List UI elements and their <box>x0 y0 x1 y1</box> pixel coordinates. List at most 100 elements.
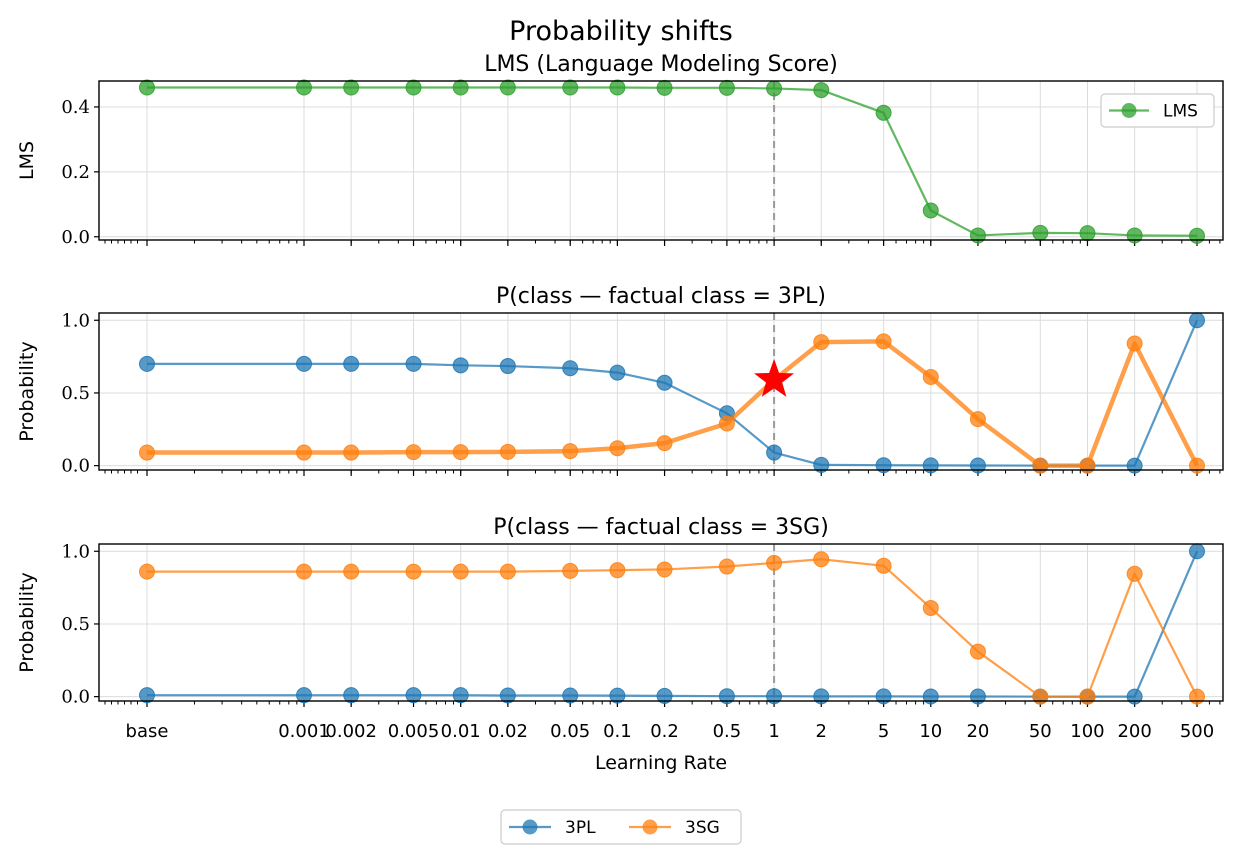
data-point-lms <box>452 79 469 96</box>
y-tick-label: 0.0 <box>61 227 90 248</box>
data-point-3pl <box>718 688 735 705</box>
y-axis-label: Probability <box>16 572 38 672</box>
data-point-3pl <box>139 687 155 704</box>
y-axis-label: LMS <box>16 141 38 180</box>
data-point-3sg <box>499 563 516 580</box>
data-point-3sg <box>875 557 892 574</box>
data-point-3pl <box>499 687 516 704</box>
data-point-3sg <box>562 443 579 460</box>
x-tick-label: 0.002 <box>325 721 377 742</box>
data-point-3sg <box>1126 335 1143 352</box>
bottom-legend-label: 3SG <box>685 818 720 838</box>
y-tick-label: 1.0 <box>61 541 90 562</box>
data-point-3pl <box>813 456 830 473</box>
data-point-3sg <box>609 562 626 579</box>
y-tick-label: 0.0 <box>61 456 90 477</box>
data-point-3pl <box>405 355 422 372</box>
data-point-3sg <box>139 563 155 580</box>
data-point-3sg <box>922 599 939 616</box>
data-point-lms <box>343 79 360 96</box>
data-point-3pl <box>452 687 469 704</box>
data-point-3sg <box>1032 688 1049 705</box>
data-point-3sg <box>609 440 626 457</box>
data-point-3sg <box>656 435 673 452</box>
data-point-3sg <box>969 411 986 428</box>
x-tick-label: 20 <box>966 721 989 742</box>
data-point-3pl <box>139 355 155 372</box>
y-tick-label: 0.5 <box>61 614 90 635</box>
data-point-3pl <box>499 358 516 375</box>
data-point-3sg <box>562 562 579 579</box>
data-point-3sg <box>452 563 469 580</box>
panel-3sg: P(class — factual class = 3SG) Probabilit… <box>16 515 1224 742</box>
data-point-3pl <box>343 687 360 704</box>
data-point-lms <box>875 104 892 121</box>
bottom-legend: 3PL 3SG <box>500 809 742 845</box>
data-point-3sg <box>1189 457 1205 474</box>
bottom-legend-marker <box>642 819 658 835</box>
data-point-3sg <box>969 643 986 660</box>
legend-box <box>1100 93 1215 128</box>
x-tick-label: 0.02 <box>488 721 528 742</box>
y-tick-label: 0.5 <box>61 383 90 404</box>
data-point-3sg <box>452 444 469 461</box>
data-point-lms <box>1079 225 1096 242</box>
data-point-3pl <box>875 688 892 705</box>
data-point-3pl <box>875 457 892 474</box>
x-tick-label: base <box>126 721 169 742</box>
x-tick-label: 1 <box>768 721 779 742</box>
data-point-3pl <box>452 357 469 374</box>
panel-title: P(class — factual class = 3SG) <box>493 515 829 540</box>
data-point-3pl <box>969 457 986 474</box>
data-point-lms <box>139 79 155 96</box>
x-tick-label: 500 <box>1180 721 1214 742</box>
data-point-3pl <box>343 355 360 372</box>
data-point-lms <box>1126 227 1143 244</box>
data-point-3pl <box>1126 457 1143 474</box>
panel-3pl: P(class — factual class = 3PL) Probabilit… <box>16 284 1224 477</box>
legend-label: LMS <box>1163 102 1198 122</box>
data-point-3sg <box>296 444 312 461</box>
data-point-3pl <box>1189 312 1205 329</box>
axes-frame <box>98 312 1224 471</box>
x-tick-label: 100 <box>1070 721 1104 742</box>
data-point-3sg <box>499 443 516 460</box>
data-point-3sg <box>656 561 673 578</box>
x-tick-label: 50 <box>1029 721 1052 742</box>
data-point-3sg <box>813 334 830 351</box>
x-axis-label: Learning Rate <box>595 752 727 774</box>
data-point-3pl <box>296 355 312 372</box>
data-point-3pl <box>656 374 673 391</box>
data-point-3sg <box>139 444 155 461</box>
y-axis-label: Probability <box>16 341 38 441</box>
axes-frame <box>98 543 1224 702</box>
data-point-3sg <box>875 333 892 350</box>
data-point-lms <box>609 79 626 96</box>
data-point-3sg <box>718 558 735 575</box>
axes-frame <box>98 80 1224 241</box>
data-point-3sg <box>766 554 783 571</box>
x-tick-label: 200 <box>1117 721 1151 742</box>
panel-lms: LMS (Language Modeling Score) LMS 0.0 0.2 0.… <box>16 52 1224 248</box>
bottom-legend-box <box>500 809 742 845</box>
data-point-3sg <box>1079 688 1096 705</box>
data-point-3sg <box>1032 457 1049 474</box>
data-point-3pl <box>405 687 422 704</box>
data-point-3sg <box>813 551 830 568</box>
data-point-3sg <box>1079 457 1096 474</box>
data-point-3sg <box>922 368 939 385</box>
highlight-star-icon <box>754 358 795 397</box>
data-point-3pl <box>1189 543 1205 560</box>
data-point-3sg <box>343 444 360 461</box>
y-tick-label: 0.0 <box>61 687 90 708</box>
data-point-3sg <box>718 415 735 432</box>
data-point-3pl <box>969 688 986 705</box>
data-point-lms <box>969 227 986 244</box>
data-point-lms <box>922 202 939 219</box>
data-point-lms <box>405 79 422 96</box>
x-tick-label: 2 <box>816 721 827 742</box>
legend-marker <box>1121 103 1137 118</box>
data-point-3pl <box>922 688 939 705</box>
x-tick-label: 0.1 <box>603 721 632 742</box>
panel-title: LMS (Language Modeling Score) <box>484 52 838 77</box>
